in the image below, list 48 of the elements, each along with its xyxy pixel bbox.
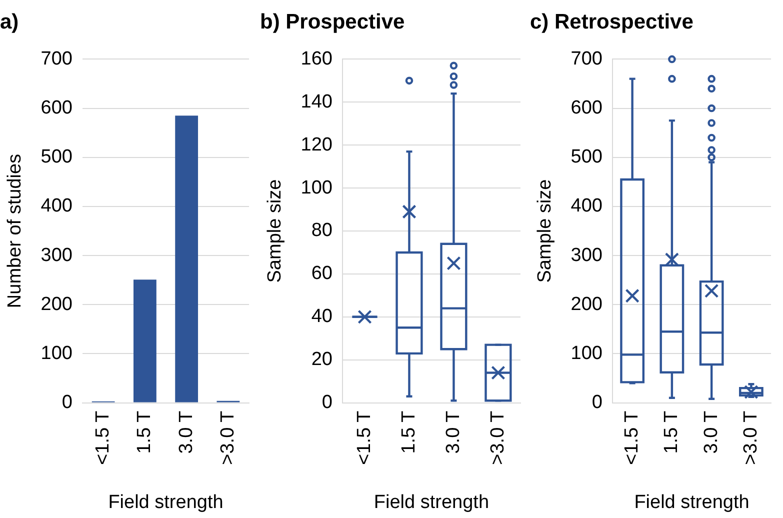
chart-title: a) [0,10,19,34]
y-tick-label: 40 [311,306,332,328]
y-tick-label: 120 [300,134,332,156]
chart-title: b) Prospective [260,10,405,34]
y-tick-label: 140 [300,91,332,112]
y-tick-label: 100 [300,177,332,198]
y-tick-label: 500 [40,146,72,168]
y-tick-label: 600 [40,98,72,119]
x-tick-label: >3.0 T [217,410,238,465]
x-tick-label: 3.0 T [442,410,464,454]
y-tick-label: 80 [311,220,332,242]
y-tick-label: 60 [311,263,332,284]
chart-title: c) Retrospective [530,10,694,34]
x-tick-label: >3.0 T [740,410,762,465]
y-tick-label: 400 [570,196,602,217]
y-tick-label: 700 [570,48,602,70]
y-axis-title: Sample size [264,179,286,283]
x-tick-label: 1.5 T [134,410,156,454]
x-tick-label: 3.0 T [176,410,197,454]
y-tick-label: 300 [40,244,72,266]
y-tick-label: 200 [40,294,72,315]
y-tick-label: 20 [311,349,332,370]
y-tick-label: 600 [570,98,602,119]
y-axis-title: Number of studies [4,154,26,308]
y-tick-label: 0 [62,392,72,414]
y-axis-title: Sample size [534,179,556,283]
bar [175,116,198,402]
bar [133,280,156,402]
y-tick-label: 0 [322,392,332,414]
y-tick-label: 300 [570,244,602,266]
y-tick-label: 700 [40,48,72,70]
y-tick-label: 100 [570,342,602,364]
x-tick-label: 3.0 T [700,410,722,454]
y-tick-label: 500 [570,146,602,168]
x-axis-title: Field strength [374,492,490,513]
x-axis-title: Field strength [108,492,224,513]
y-tick-label: 160 [300,48,332,70]
x-axis-title: Field strength [634,492,750,513]
y-tick-label: 200 [570,294,602,315]
y-tick-label: 0 [592,392,602,414]
x-tick-label: <1.5 T [354,410,375,465]
x-tick-label: <1.5 T [622,410,643,465]
x-tick-label: <1.5 T [92,410,114,465]
y-tick-label: 400 [40,196,72,217]
x-tick-label: 1.5 T [661,410,682,454]
y-tick-label: 100 [40,342,72,364]
x-tick-label: 1.5 T [398,410,420,454]
x-tick-label: >3.0 T [487,410,508,465]
